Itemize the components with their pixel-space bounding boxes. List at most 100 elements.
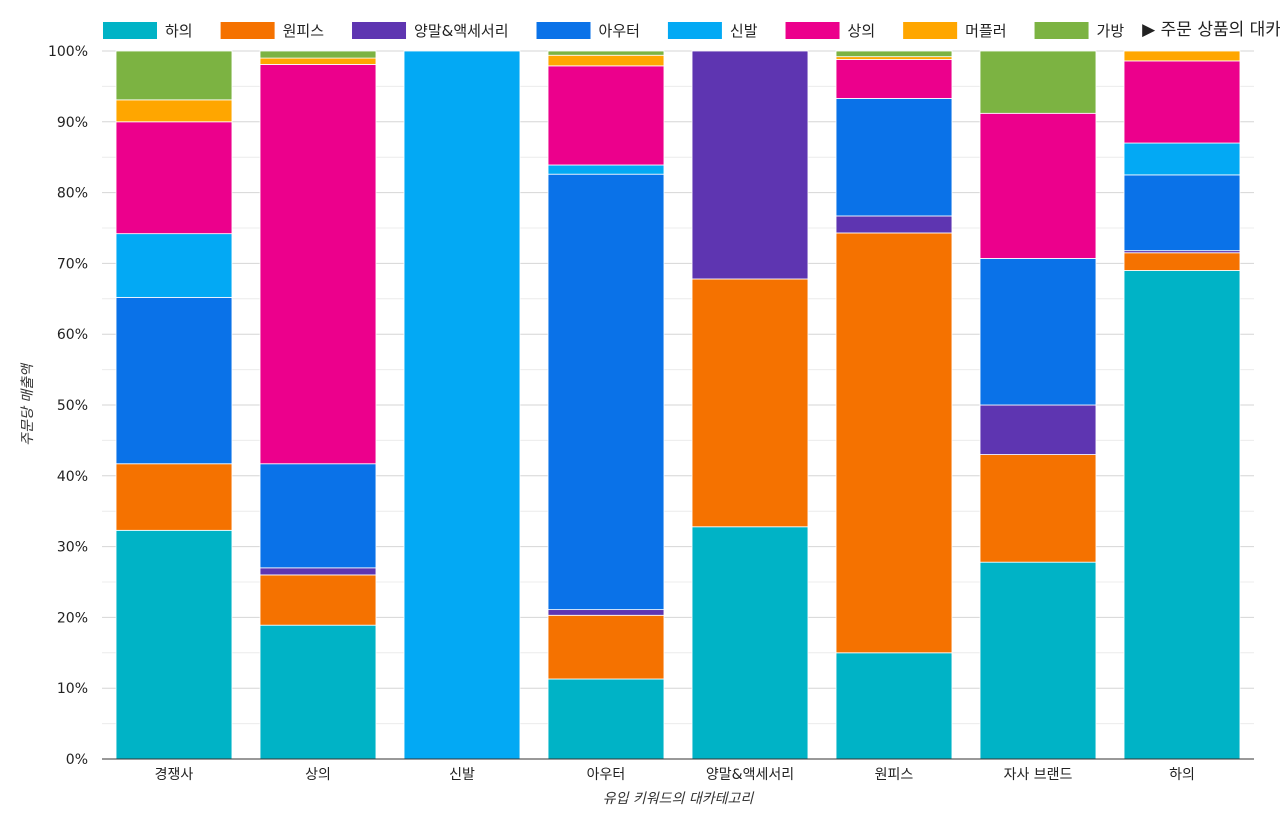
bar-segment[interactable] xyxy=(547,609,665,616)
bar-stack xyxy=(115,50,233,760)
bar-segment[interactable] xyxy=(547,614,665,680)
bar-segment[interactable] xyxy=(115,50,233,101)
legend-label: 아우터 xyxy=(599,22,640,40)
legend-swatch xyxy=(352,22,407,39)
bar-segment[interactable] xyxy=(835,215,953,234)
bar-segment[interactable] xyxy=(259,567,377,576)
y-tick-label: 40% xyxy=(57,469,88,485)
bar-segment[interactable] xyxy=(979,561,1097,760)
y-tick-label: 100% xyxy=(48,44,88,60)
bar-segment[interactable] xyxy=(403,50,521,760)
bar-segment[interactable] xyxy=(259,463,377,569)
legend-label: 상의 xyxy=(848,22,876,40)
legend-item[interactable]: 원피스 xyxy=(220,22,325,40)
bar-segment[interactable] xyxy=(547,678,665,760)
bar-segment[interactable] xyxy=(1123,270,1241,760)
bar-segment[interactable] xyxy=(979,258,1097,406)
y-tick-label: 10% xyxy=(57,681,88,697)
bar-segment[interactable] xyxy=(1123,174,1241,252)
legend-label: 머플러 xyxy=(965,22,1006,40)
legend-swatch xyxy=(1034,22,1089,39)
x-tick-label: 상의 xyxy=(305,767,331,783)
bar-segment[interactable] xyxy=(115,233,233,298)
y-tick-label: 60% xyxy=(57,327,88,343)
bar-segment[interactable] xyxy=(691,50,809,280)
bar-segment[interactable] xyxy=(979,50,1097,114)
legend-label: 신발 xyxy=(730,22,758,40)
bar-segment[interactable] xyxy=(547,65,665,166)
y-tick-label: 50% xyxy=(57,398,88,414)
bar-stack xyxy=(691,50,809,760)
bar-segment[interactable] xyxy=(979,454,1097,563)
bar-stack xyxy=(259,50,377,760)
bar-stack xyxy=(979,50,1097,760)
x-tick-label: 아우터 xyxy=(587,767,626,783)
bar-segment[interactable] xyxy=(979,112,1097,259)
bar-stack xyxy=(547,50,665,760)
bar-segment[interactable] xyxy=(547,50,665,56)
bar-segment[interactable] xyxy=(259,624,377,760)
legend-swatch xyxy=(536,22,591,39)
x-tick-label: 자사 브랜드 xyxy=(1004,767,1073,783)
bar-segment[interactable] xyxy=(835,59,953,99)
legend-swatch xyxy=(903,22,958,39)
legend-item[interactable]: 아우터 xyxy=(536,22,640,40)
legend-label: 가방 xyxy=(1097,22,1125,40)
bar-segment[interactable] xyxy=(259,64,377,465)
legend-item[interactable]: 양말&액세서리 xyxy=(352,22,509,40)
x-tick-label: 경쟁사 xyxy=(155,767,194,783)
bar-segment[interactable] xyxy=(1123,142,1241,176)
legend-item[interactable]: 신발 xyxy=(667,22,758,40)
y-tick-label: 0% xyxy=(66,752,88,768)
legend-label: 양말&액세서리 xyxy=(414,22,509,40)
bar-segment[interactable] xyxy=(979,404,1097,455)
bar-stack xyxy=(835,50,953,760)
bar-segment[interactable] xyxy=(115,121,233,235)
bar-segment[interactable] xyxy=(115,463,233,531)
bar-segment[interactable] xyxy=(1123,50,1241,62)
bar-stack xyxy=(1123,50,1241,760)
bar-segment[interactable] xyxy=(259,57,377,65)
bar-segment[interactable] xyxy=(547,164,665,175)
legend-title: ▶ 주문 상품의 대카테고리 xyxy=(1142,20,1280,40)
bar-segment[interactable] xyxy=(1123,60,1241,144)
y-axis-title: 주문당 매출액 xyxy=(20,362,36,446)
bar-segment[interactable] xyxy=(835,652,953,760)
axes: 경쟁사 상의 신발 아우터 양말&액세서리 원피스 자사 브랜드 하의 xyxy=(102,758,1254,783)
bar-segment[interactable] xyxy=(691,526,809,760)
bar-segment[interactable] xyxy=(1123,252,1241,271)
y-tick-label: 80% xyxy=(57,186,88,202)
y-tick-label: 30% xyxy=(57,540,88,556)
bar-segment[interactable] xyxy=(835,98,953,217)
bar-segment[interactable] xyxy=(691,278,809,528)
legend-item[interactable]: 머플러 xyxy=(903,22,1007,40)
x-tick-label: 양말&액세서리 xyxy=(706,767,794,783)
bar-segment[interactable] xyxy=(835,56,953,60)
x-axis-title: 유입 키워드의 대카테고리 xyxy=(603,791,755,807)
bar-segment[interactable] xyxy=(259,50,377,59)
bar-segment[interactable] xyxy=(547,173,665,611)
y-tick-label: 90% xyxy=(57,115,88,131)
legend-item[interactable]: 가방 xyxy=(1034,22,1125,40)
legend-item[interactable]: 하의 xyxy=(103,22,193,40)
bar-segment[interactable] xyxy=(835,50,953,58)
legend-label: 하의 xyxy=(165,22,193,40)
bar-segment[interactable] xyxy=(115,529,233,760)
y-tick-label: 70% xyxy=(57,256,88,272)
bar-segment[interactable] xyxy=(115,296,233,465)
bar-segment[interactable] xyxy=(835,232,953,654)
bar-segment[interactable] xyxy=(115,99,233,123)
legend-label: 원피스 xyxy=(283,22,325,40)
x-tick-label: 하의 xyxy=(1169,767,1195,783)
bars xyxy=(115,50,1241,760)
legend: 하의 원피스 양말&액세서리 아우터 신발 상의 머플러 가방 xyxy=(103,22,1124,40)
x-tick-label: 신발 xyxy=(449,767,475,783)
legend-swatch xyxy=(667,22,722,39)
legend-swatch xyxy=(103,22,157,39)
bar-segment[interactable] xyxy=(259,574,377,626)
legend-swatch xyxy=(220,22,275,39)
bar-segment[interactable] xyxy=(547,54,665,67)
legend-item[interactable]: 상의 xyxy=(785,22,876,40)
